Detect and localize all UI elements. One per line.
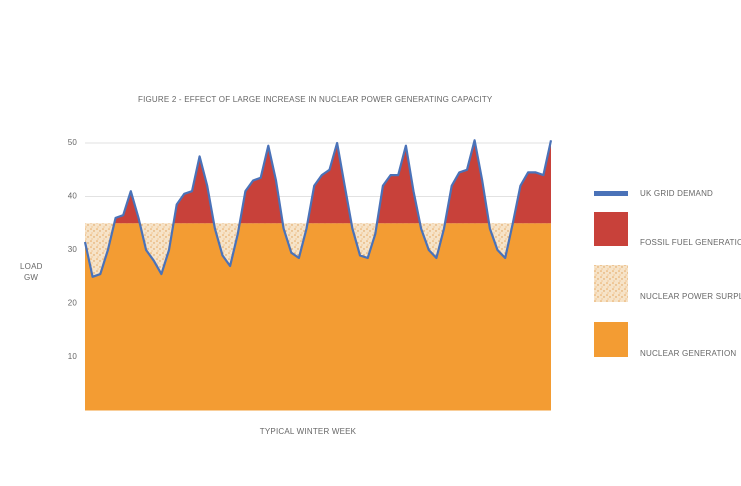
y-tick-label: 20 [68, 299, 78, 308]
y-axis-label: LOAD [20, 262, 43, 271]
legend-label: UK GRID DEMAND [640, 189, 713, 198]
y-tick-label: 10 [68, 352, 78, 361]
legend-label: FOSSIL FUEL GENERATION [640, 238, 741, 247]
demand-line [83, 139, 553, 278]
x-axis-label: TYPICAL WINTER WEEK [260, 427, 357, 436]
fossil-fuel-area [114, 140, 551, 224]
legend-label: NUCLEAR GENERATION [640, 349, 736, 358]
legend-swatch [594, 212, 628, 246]
legend-swatch [594, 191, 628, 196]
legend-swatch [594, 265, 628, 302]
y-axis-label: GW [24, 273, 38, 282]
y-tick-label: 50 [68, 138, 78, 147]
y-tick-label: 40 [68, 192, 78, 201]
legend-label: NUCLEAR POWER SURPLUS [640, 292, 741, 301]
chart-title: FIGURE 2 - EFFECT OF LARGE INCREASE IN N… [138, 95, 493, 104]
legend-swatch [594, 322, 628, 357]
nuclear-generation-area [85, 223, 551, 411]
y-tick-label: 30 [68, 245, 78, 254]
